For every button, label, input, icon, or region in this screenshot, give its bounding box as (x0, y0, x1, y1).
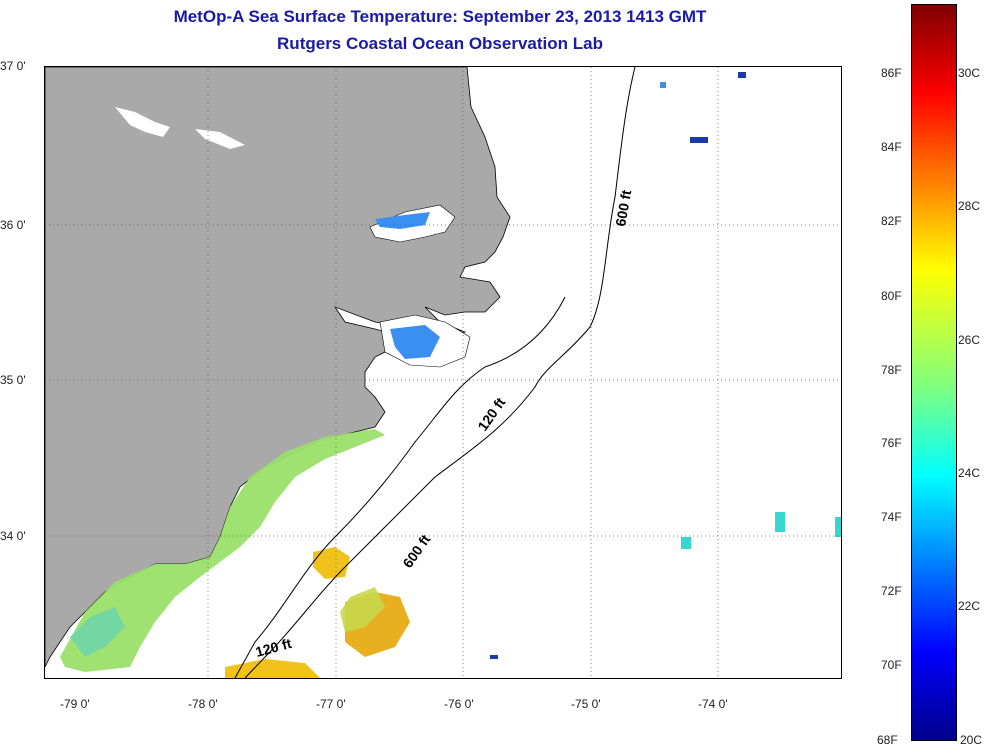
sst-pixel (690, 137, 708, 143)
depth-label: 600 ft (612, 188, 634, 227)
colorbar-f-label: 72F (881, 584, 902, 598)
lon-label-77: -77 0' (316, 697, 346, 711)
colorbar-f-label: 68F (877, 733, 898, 747)
colorbar-c-label: 22C (958, 599, 981, 613)
lon-label-78: -78 0' (188, 697, 218, 711)
lon-label-75: -75 0' (571, 697, 601, 711)
colorbar-c-label: 26C (958, 333, 981, 347)
inland-water-1 (115, 107, 170, 137)
lat-label-36: 36 0' (0, 218, 26, 232)
map-subtitle: Rutgers Coastal Ocean Observation Lab (277, 34, 603, 53)
colorbar-f-label: 76F (881, 436, 902, 450)
sst-nearshore-warm (60, 429, 385, 672)
inland-water-2 (195, 129, 245, 149)
depth-label: 120 ft (254, 635, 294, 660)
colorbar-c-label: 24C (958, 466, 981, 480)
sst-pixel (660, 82, 666, 88)
depth-label: 600 ft (399, 531, 433, 570)
colorbar-f-label: 78F (881, 363, 902, 377)
sst-pamlico-cool (390, 325, 440, 359)
colorbar-c-label: 20C (960, 733, 983, 747)
lon-label-76: -76 0' (444, 697, 474, 711)
sst-pixel (490, 655, 498, 659)
sst-offshore-green (340, 587, 385, 632)
sst-pixel (738, 72, 746, 78)
colorbar-f-label: 74F (881, 510, 902, 524)
colorbar-f-label: 82F (881, 214, 902, 228)
map-title: MetOp-A Sea Surface Temperature: Septemb… (173, 7, 707, 26)
sst-map[interactable]: 600 ft 120 ft 600 ft 120 ft (44, 66, 842, 679)
colorbar-f-label: 80F (881, 289, 902, 303)
lat-label-35: 35 0' (0, 373, 26, 387)
colorbar-f-label: 70F (881, 658, 902, 672)
sst-albemarle-cool (375, 212, 430, 229)
lat-label-34: 34 0' (0, 529, 26, 543)
lon-label-79: -79 0' (60, 697, 90, 711)
lat-label-37: 37 0' (0, 59, 26, 73)
colorbar-c-label: 30C (958, 66, 981, 80)
graticule (45, 67, 841, 678)
temperature-colorbar (911, 4, 957, 741)
sst-south-warm (225, 659, 320, 678)
contour-120ft (244, 67, 636, 678)
sst-offshore-warm-1 (313, 547, 350, 579)
lon-label-74: -74 0' (698, 697, 728, 711)
colorbar-c-label: 28C (958, 199, 981, 213)
colorbar-f-label: 86F (881, 66, 902, 80)
depth-label: 120 ft (474, 394, 508, 433)
contour-600ft (234, 296, 566, 678)
sst-pixel (775, 512, 785, 532)
colorbar-f-label: 84F (881, 140, 902, 154)
map-canvas: 600 ft 120 ft 600 ft 120 ft (45, 67, 841, 678)
sst-nearshore-teal (70, 607, 125, 657)
sst-pixel (681, 537, 691, 549)
sst-pixel (835, 517, 841, 537)
